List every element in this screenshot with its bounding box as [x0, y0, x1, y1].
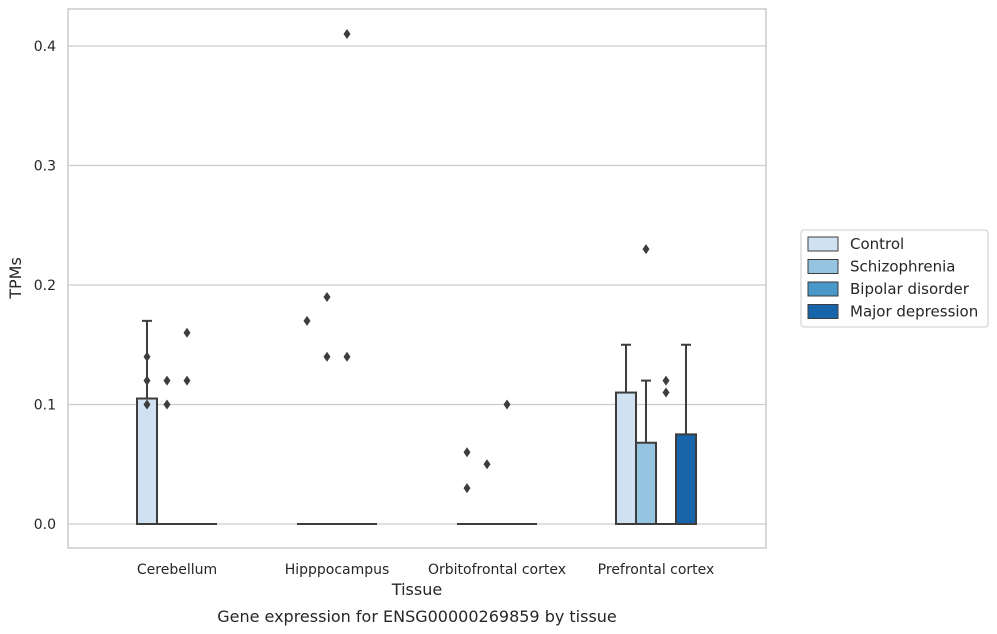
- legend-label: Control: [850, 235, 904, 253]
- outlier-point: [642, 244, 650, 255]
- outlier-point: [463, 483, 471, 494]
- series-major-depression: [197, 343, 697, 525]
- x-tick-label: Hipppocampus: [285, 562, 390, 578]
- outlier-point: [343, 351, 351, 362]
- chart-caption: Gene expression for ENSG00000269859 by t…: [217, 607, 617, 626]
- legend-swatch: [807, 259, 839, 274]
- outlier-point: [463, 447, 471, 458]
- legend-label: Schizophrenia: [850, 258, 955, 276]
- outlier-point: [323, 291, 331, 302]
- y-tick-labels: 0.0 0.1 0.2 0.3 0.4: [34, 39, 56, 533]
- y-tick-label: 0.1: [34, 398, 56, 414]
- plot-area: [67, 8, 767, 549]
- x-tick-labels: Cerebellum Hipppocampus Orbitofrontal cort…: [137, 562, 714, 578]
- outlier-point: [143, 351, 151, 362]
- outlier-point: [323, 351, 331, 362]
- outlier-point: [143, 375, 151, 386]
- outlier-point: [503, 399, 511, 410]
- legend-swatch: [807, 236, 839, 252]
- legend-frame: [800, 229, 989, 328]
- outlier-point: [183, 327, 191, 338]
- series-control: [136, 315, 637, 525]
- legend-swatch: [807, 304, 839, 319]
- x-tick-label: Cerebellum: [137, 562, 217, 578]
- x-axis-label: Tissue: [391, 580, 442, 599]
- outlier-point: [662, 375, 670, 386]
- series-bipolar-disorder: [177, 29, 676, 525]
- box-series: [136, 29, 697, 525]
- outlier-point: [483, 459, 491, 470]
- box: [136, 397, 158, 525]
- y-tick-label: 0.2: [34, 278, 56, 294]
- box: [635, 441, 657, 525]
- box: [675, 433, 697, 525]
- outlier-point: [662, 387, 670, 398]
- series-schizophrenia: [157, 244, 657, 525]
- x-tick-label: Prefrontal cortex: [598, 562, 715, 578]
- outlier-point: [163, 375, 171, 386]
- box: [615, 391, 637, 525]
- outlier-point: [183, 375, 191, 386]
- legend-swatch: [807, 281, 839, 297]
- y-tick-label: 0.4: [34, 39, 56, 55]
- legend-label: Major depression: [850, 303, 978, 321]
- legend-label: Bipolar disorder: [850, 280, 970, 298]
- y-tick-label: 0.0: [34, 517, 56, 533]
- legend: Control Schizophrenia Bipolar disorder Majo…: [800, 229, 989, 328]
- x-tick-label: Orbitofrontal cortex: [428, 562, 566, 578]
- y-tick-label: 0.3: [34, 159, 56, 175]
- y-axis-label: TPMs: [6, 257, 25, 300]
- outlier-point: [343, 29, 351, 40]
- outlier-point: [143, 399, 151, 410]
- outlier-point: [163, 399, 171, 410]
- outlier-point: [303, 315, 311, 326]
